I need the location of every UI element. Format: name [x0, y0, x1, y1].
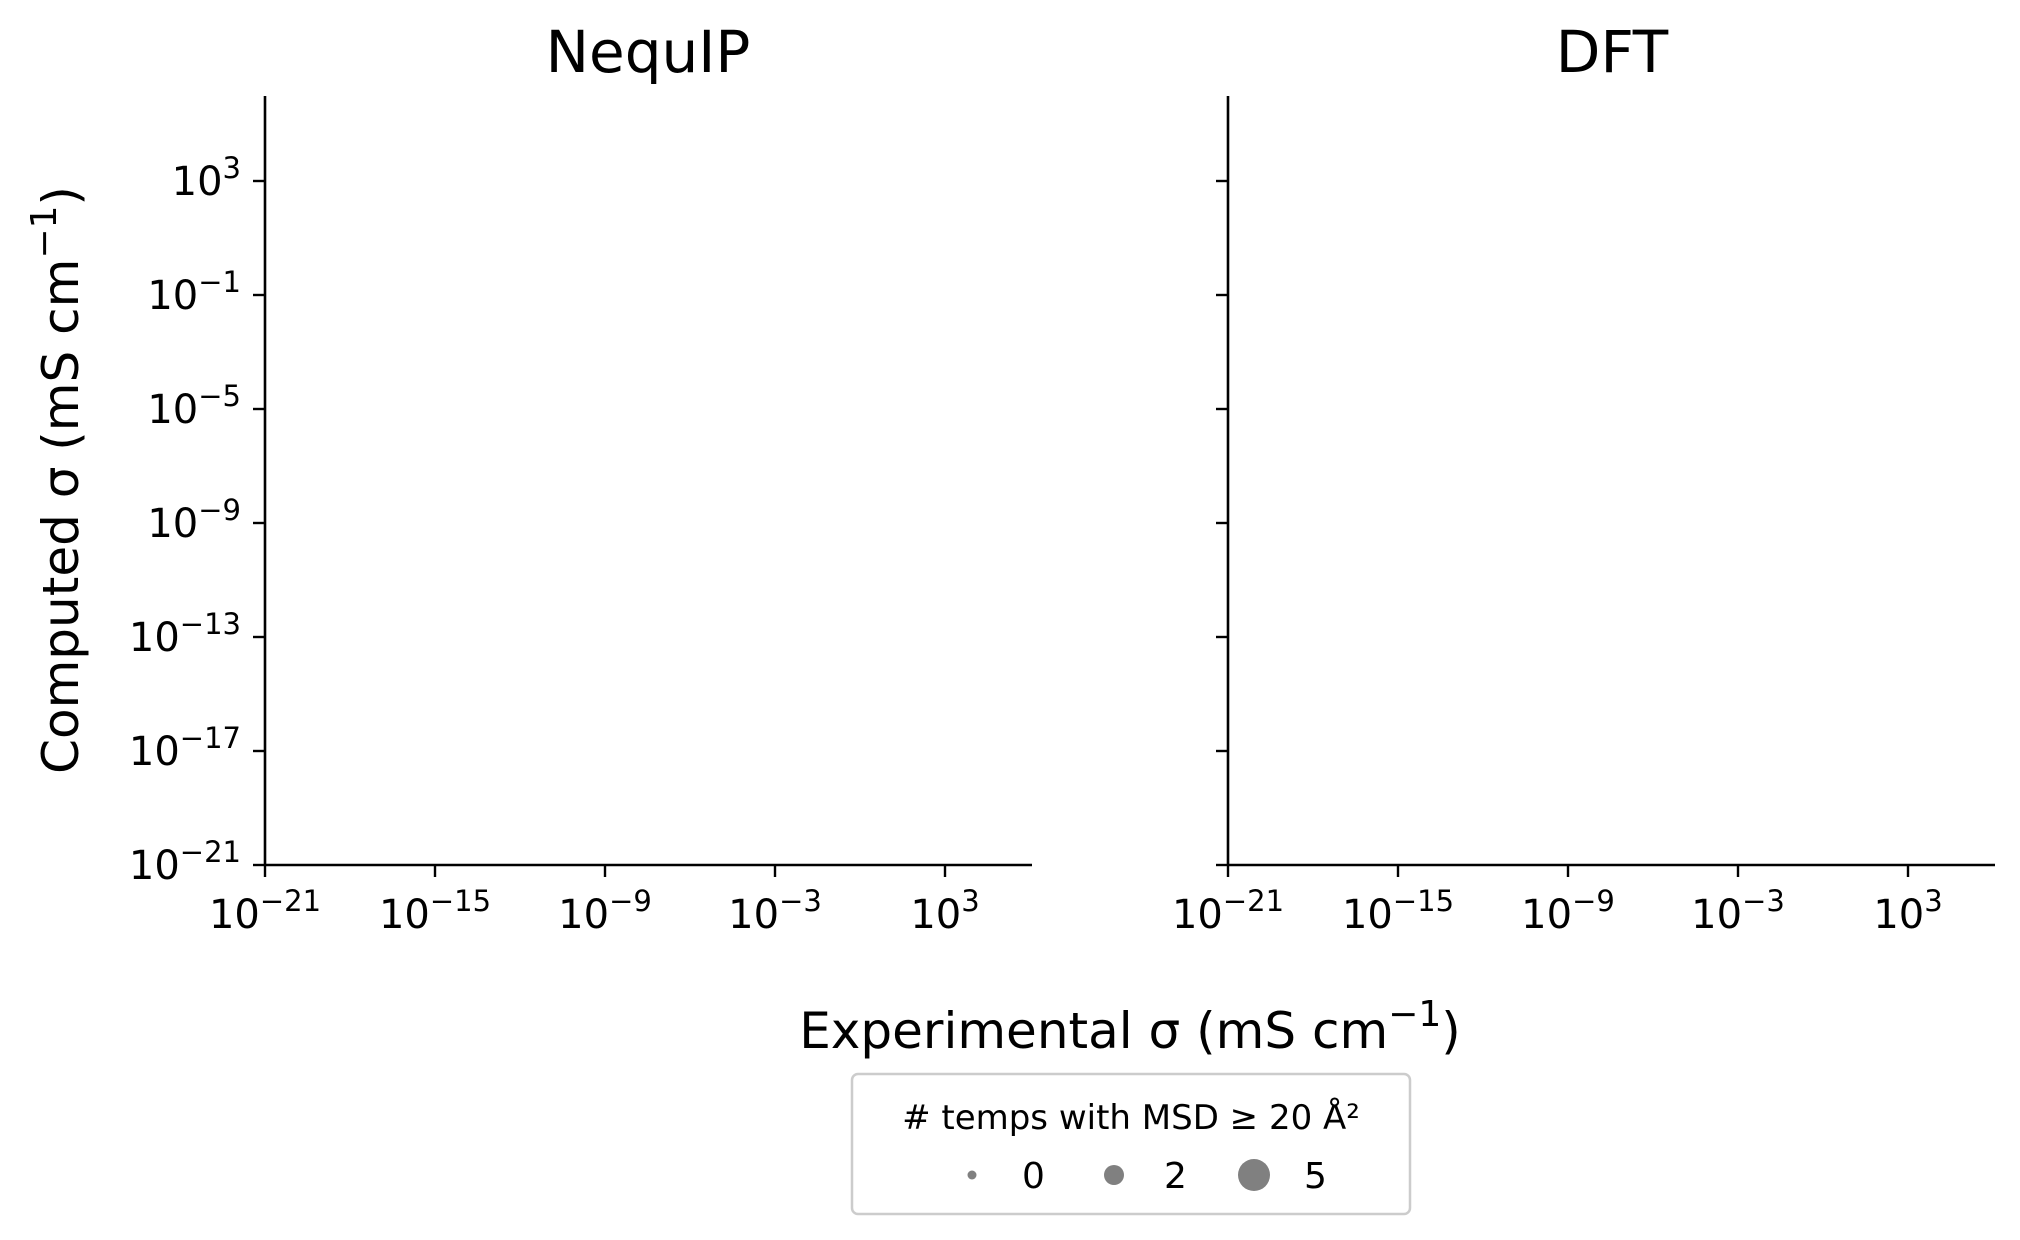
x-tick-label: 10−15: [1342, 884, 1454, 938]
y-tick-label: 10−17: [129, 721, 241, 775]
panel-nequip: NequIP 10−21 10−15 10−9 10−3 103 10−21 10−17 10−…: [129, 18, 1032, 938]
x-tick-label: 10−15: [379, 884, 491, 938]
panel-dft: DFT 10−21 10−15 10−9 10−3 103: [1172, 18, 1995, 938]
x-tick-label: 10−21: [209, 884, 321, 938]
x-tick-label: 10−3: [728, 884, 822, 938]
legend-entry-label: 5: [1304, 1156, 1327, 1197]
x-axis-label: Experimental σ (mS cm−1): [799, 994, 1461, 1060]
y-tick-label: 10−21: [129, 835, 241, 889]
legend-marker: [1238, 1159, 1270, 1191]
y-tick-label: 10−5: [147, 379, 241, 433]
x-tick-label: 103: [910, 884, 979, 938]
legend: # temps with MSD ≥ 20 Å² 0 2 5: [850, 1072, 1412, 1216]
x-tick-label: 103: [1873, 884, 1942, 938]
y-tick-label: 10−9: [147, 493, 241, 547]
y-tick-label: 103: [172, 151, 241, 205]
y-tick-label: 10−1: [147, 265, 241, 319]
legend-marker: [1104, 1165, 1124, 1185]
panel-title: NequIP: [546, 18, 751, 86]
x-tick-label: 10−21: [1172, 884, 1284, 938]
legend-entry-label: 2: [1164, 1156, 1187, 1197]
y-tick-label: 10−13: [129, 607, 241, 661]
legend-box: [850, 1072, 1412, 1216]
legend-entry-label: 0: [1022, 1156, 1045, 1197]
y-axis-label: Computed σ (mS cm−1): [24, 186, 90, 774]
legend-title: # temps with MSD ≥ 20 Å²: [902, 1097, 1360, 1138]
x-tick-label: 10−9: [1521, 884, 1615, 938]
x-tick-label: 10−9: [558, 884, 652, 938]
x-tick-label: 10−3: [1691, 884, 1785, 938]
panel-title: DFT: [1556, 18, 1669, 86]
legend-marker: [967, 1170, 977, 1180]
